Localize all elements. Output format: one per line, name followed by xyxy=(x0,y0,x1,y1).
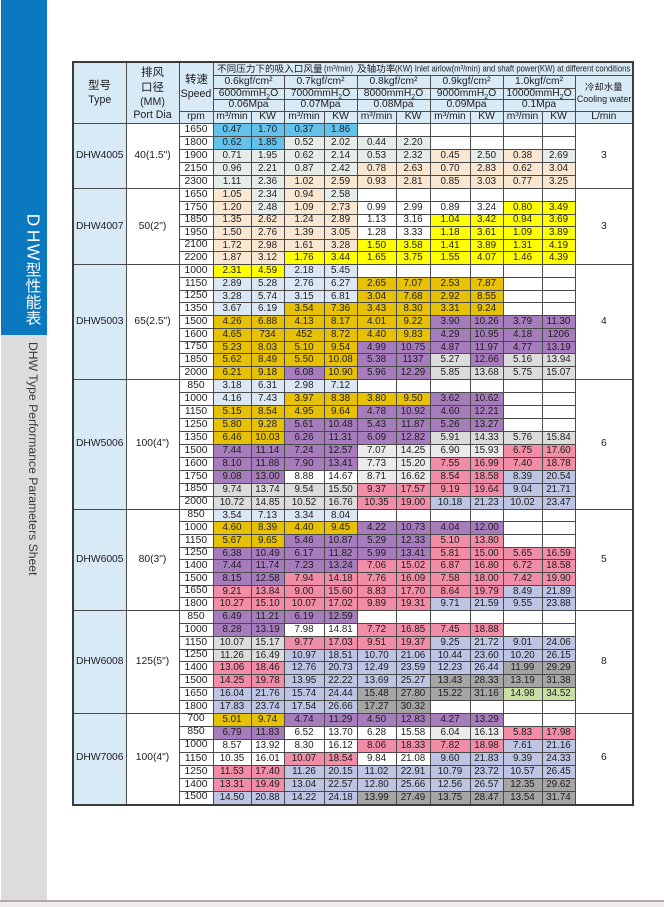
svg-text:W: W xyxy=(24,244,44,261)
svg-text:H: H xyxy=(24,230,44,243)
svg-text:D: D xyxy=(24,214,44,227)
